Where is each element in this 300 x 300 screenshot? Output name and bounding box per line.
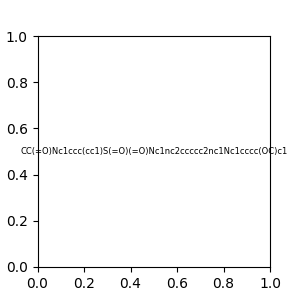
Text: CC(=O)Nc1ccc(cc1)S(=O)(=O)Nc1nc2ccccc2nc1Nc1cccc(OC)c1: CC(=O)Nc1ccc(cc1)S(=O)(=O)Nc1nc2ccccc2nc… — [20, 147, 287, 156]
